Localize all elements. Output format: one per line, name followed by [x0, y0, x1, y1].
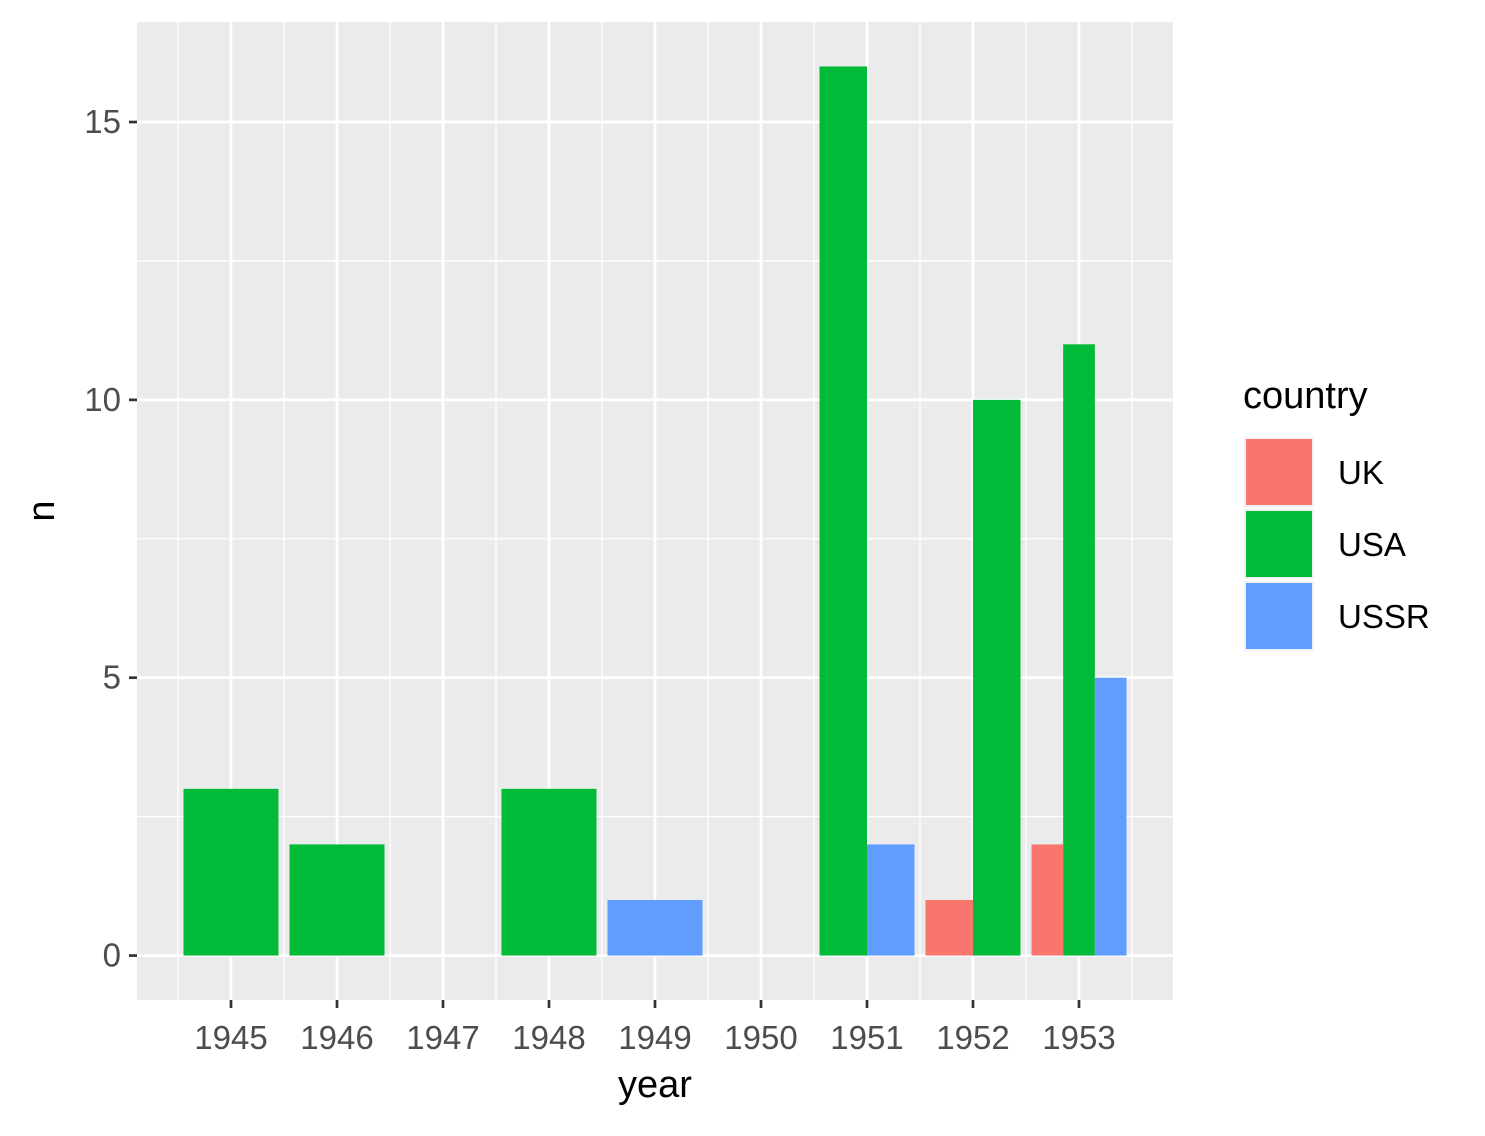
bar-usa-1948	[502, 789, 597, 956]
y-tick-label: 0	[103, 937, 121, 974]
y-tick-label: 15	[84, 103, 121, 140]
x-tick-label: 1949	[618, 1019, 691, 1056]
bar-usa-1945	[184, 789, 279, 956]
legend-title: country	[1243, 375, 1368, 417]
x-axis: 1945 1946 1947 1948 1949 1950 1951 1952 1953	[194, 1000, 1115, 1056]
bar-usa-1951	[820, 66, 868, 955]
x-tick-label: 1950	[724, 1019, 797, 1056]
x-tick-label: 1951	[830, 1019, 903, 1056]
x-tick-label: 1952	[936, 1019, 1009, 1056]
legend-key-usa	[1245, 510, 1313, 578]
legend-label-uk: UK	[1338, 454, 1384, 491]
y-tick-label: 5	[103, 659, 121, 696]
bar-ussr-1953	[1095, 678, 1127, 956]
bar-uk-1952	[926, 900, 974, 956]
x-tick-label: 1948	[512, 1019, 585, 1056]
legend: country UK USA USSR	[1243, 375, 1430, 650]
bar-usa-1953	[1063, 344, 1095, 955]
legend-label-usa: USA	[1338, 526, 1406, 563]
bar-uk-1953	[1032, 844, 1064, 955]
legend-label-ussr: USSR	[1338, 598, 1430, 635]
bar-usa-1952	[973, 400, 1021, 956]
bar-ussr-1951	[867, 844, 915, 955]
x-tick-label: 1945	[194, 1019, 267, 1056]
x-axis-title: year	[618, 1064, 692, 1106]
bar-usa-1946	[290, 844, 385, 955]
y-tick-label: 10	[84, 381, 121, 418]
x-tick-label: 1953	[1042, 1019, 1115, 1056]
legend-key-uk	[1245, 438, 1313, 506]
x-tick-label: 1946	[300, 1019, 373, 1056]
legend-key-ussr	[1245, 582, 1313, 650]
y-axis: 0 5 10 15	[84, 103, 137, 974]
bar-ussr-1949	[608, 900, 703, 956]
x-tick-label: 1947	[406, 1019, 479, 1056]
y-axis-title: n	[21, 500, 63, 521]
